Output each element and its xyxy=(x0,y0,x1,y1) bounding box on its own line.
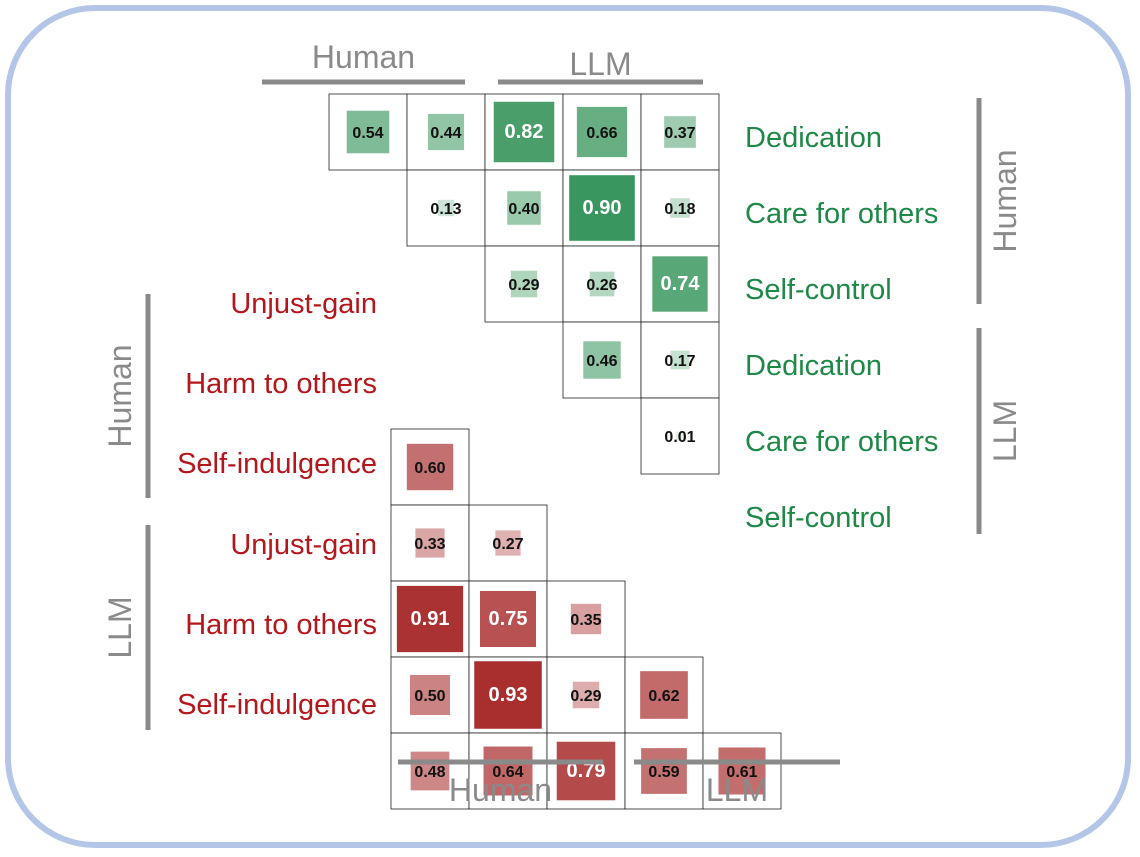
positive-row-label-5: Self-control xyxy=(745,502,892,534)
figure-frame xyxy=(5,5,1131,848)
positive-cell-square-r0c3 xyxy=(576,106,628,158)
positive-row-label-2: Self-control xyxy=(745,274,892,306)
positive-cell-square-r1c2 xyxy=(507,191,541,225)
negative-cell-value-r5c3: 0.59 xyxy=(648,764,679,781)
positive-row-label-1: Care for others xyxy=(745,198,938,230)
positive-cell-value-r1c3: 0.90 xyxy=(583,197,622,219)
negative-cell-value-r5c0: 0.48 xyxy=(414,764,445,781)
positive-cell-square-r2c4 xyxy=(652,256,708,312)
positive-cell-value-r2c4: 0.74 xyxy=(661,273,701,295)
negative-row-label-2: Self-indulgence xyxy=(177,448,377,480)
negative-cell-square-r5c2 xyxy=(556,741,616,801)
positive-cell-square-r2c2 xyxy=(510,270,538,298)
negative-cell-square-r5c0 xyxy=(410,751,450,791)
positive-cell-square-r4c4 xyxy=(675,431,685,441)
positive-cell-border-r0c0 xyxy=(328,93,408,171)
negative-cell-value-r5c4: 0.61 xyxy=(726,764,757,781)
positive-cell-value-r0c2: 0.82 xyxy=(505,121,544,143)
negative-cell-square-r4c0 xyxy=(410,675,450,715)
positive-cell-square-r1c1 xyxy=(437,199,455,217)
positive-cell-square-r0c0 xyxy=(346,110,390,154)
negative-cell-value-r4c1: 0.93 xyxy=(489,684,528,706)
positive-cell-square-r1c4 xyxy=(670,198,690,218)
negative-cell-value-r4c2: 0.29 xyxy=(570,688,601,705)
positive-cell-value-r0c0: 0.54 xyxy=(352,125,383,142)
positive-cell-square-r0c4 xyxy=(664,116,696,148)
negative-cell-value-r5c1: 0.64 xyxy=(492,764,523,781)
left-bracket-llm-label: LLM xyxy=(102,596,138,658)
positive-row-label-4: Care for others xyxy=(745,426,938,458)
bottom-bracket-llm-label: LLM xyxy=(706,772,768,808)
negative-row-label-5: Self-indulgence xyxy=(177,689,377,721)
positive-row-label-3: Dedication xyxy=(745,350,882,382)
negative-cell-value-r3c0: 0.91 xyxy=(411,608,450,630)
negative-cell-value-r3c2: 0.35 xyxy=(570,612,601,629)
positive-cell-value-r1c4: 0.18 xyxy=(664,201,695,218)
negative-row-label-1: Harm to others xyxy=(185,368,377,400)
negative-cell-square-r3c2 xyxy=(570,603,602,635)
negative-cell-value-r1c0: 0.60 xyxy=(414,460,445,477)
positive-cell-square-r3c4 xyxy=(670,350,690,370)
negative-cell-square-r5c4 xyxy=(718,747,766,795)
negative-cell-square-r4c3 xyxy=(640,671,688,719)
positive-cell-square-r3c3 xyxy=(583,341,621,379)
top-bracket-llm-label: LLM xyxy=(569,46,631,82)
positive-cell-value-r4c4: 0.01 xyxy=(664,429,695,446)
left-bracket-human-label: Human xyxy=(102,344,138,447)
negative-cell-value-r4c0: 0.50 xyxy=(414,688,445,705)
positive-cell-square-r2c3 xyxy=(589,271,615,297)
right-bracket-human-label: Human xyxy=(987,149,1023,252)
negative-cell-value-r2c0: 0.33 xyxy=(414,536,445,553)
negative-cell-value-r4c3: 0.62 xyxy=(648,688,679,705)
negative-cell-square-r4c1 xyxy=(474,661,542,729)
top-bracket-human-label: Human xyxy=(312,39,415,75)
negative-row-label-0: Unjust-gain xyxy=(230,288,377,320)
positive-cell-value-r3c3: 0.46 xyxy=(586,353,617,370)
negative-cell-square-r2c1 xyxy=(495,530,521,556)
negative-row-label-4: Harm to others xyxy=(185,609,377,641)
positive-cell-value-r3c4: 0.17 xyxy=(664,353,695,370)
negative-cell-square-r1c0 xyxy=(406,443,454,491)
negative-cell-value-r3c1: 0.75 xyxy=(489,608,528,630)
positive-cell-value-r0c4: 0.37 xyxy=(664,125,695,142)
bottom-bracket-human-label: Human xyxy=(449,772,552,808)
positive-cell-value-r0c1: 0.44 xyxy=(430,125,461,142)
negative-cell-square-r3c0 xyxy=(396,585,464,653)
negative-cell-square-r3c1 xyxy=(480,591,536,647)
positive-cell-value-r2c3: 0.26 xyxy=(586,277,617,294)
negative-cell-square-r4c2 xyxy=(572,681,600,709)
negative-cell-square-r2c0 xyxy=(415,528,445,558)
positive-cell-value-r1c1: 0.13 xyxy=(430,201,461,218)
positive-cell-value-r2c2: 0.29 xyxy=(508,277,539,294)
positive-cell-value-r1c2: 0.40 xyxy=(508,201,539,218)
right-bracket-llm-label: LLM xyxy=(987,400,1023,462)
negative-cell-square-r5c1 xyxy=(483,746,533,796)
positive-cell-square-r0c1 xyxy=(427,113,465,151)
positive-cell-value-r0c3: 0.66 xyxy=(586,125,617,142)
positive-cell-square-r1c3 xyxy=(569,175,635,241)
negative-cell-value-r2c1: 0.27 xyxy=(492,536,523,553)
negative-row-label-3: Unjust-gain xyxy=(230,529,377,561)
negative-cell-value-r5c2: 0.79 xyxy=(567,760,606,782)
negative-cell-square-r5c3 xyxy=(641,748,687,794)
positive-cell-square-r0c2 xyxy=(493,101,555,163)
positive-row-label-0: Dedication xyxy=(745,122,882,154)
